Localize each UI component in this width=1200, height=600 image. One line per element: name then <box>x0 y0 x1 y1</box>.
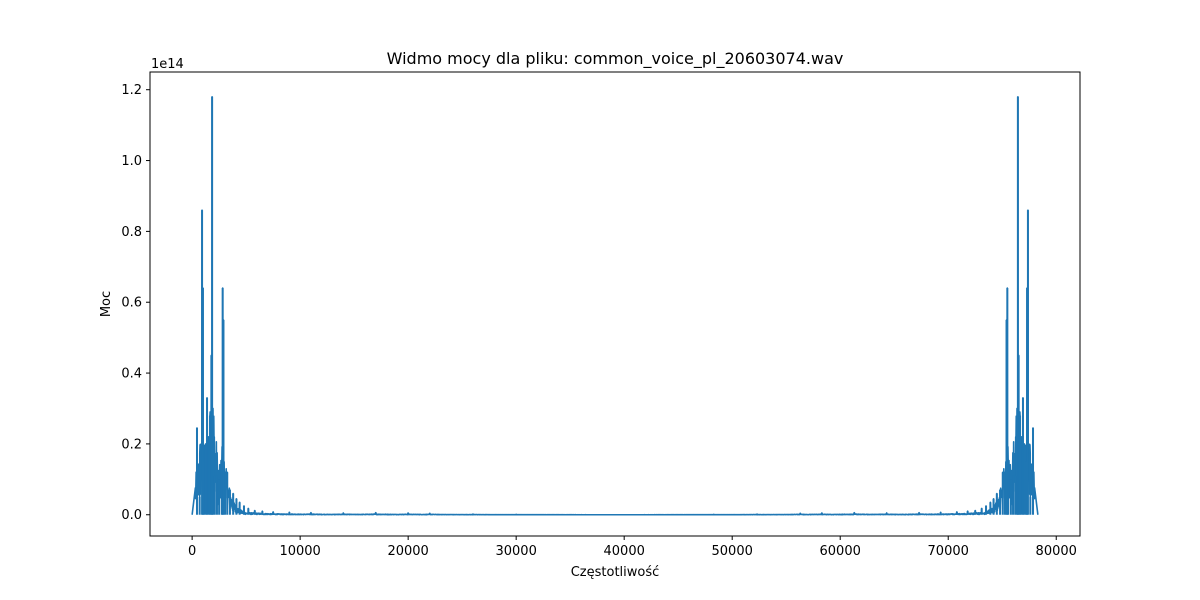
y-tick-label: 0.8 <box>121 225 142 240</box>
y-tick-label: 0.6 <box>121 296 142 311</box>
y-tick-label: 0.2 <box>121 437 142 452</box>
chart-title: Widmo mocy dla pliku: common_voice_pl_20… <box>387 49 844 69</box>
x-tick-label: 50000 <box>712 544 753 559</box>
x-tick-label: 10000 <box>279 544 320 559</box>
x-tick-label: 80000 <box>1036 544 1077 559</box>
y-tick-label: 0.4 <box>121 367 142 382</box>
x-tick-label: 70000 <box>928 544 969 559</box>
x-axis: 0 10000 20000 30000 40000 50000 60000 70000 8000… <box>188 536 1077 559</box>
x-tick-label: 20000 <box>387 544 428 559</box>
y-tick-label: 0.0 <box>121 508 142 523</box>
series-line-power <box>191 95 1039 516</box>
y-axis-label: Moc <box>99 291 114 317</box>
y-axis-offset-label: 1e14 <box>151 57 184 72</box>
plot-area: 0 10000 20000 30000 40000 50000 60000 70000 8000… <box>121 71 1081 559</box>
y-axis: 0.0 0.2 0.4 0.6 0.8 1.0 1.2 <box>121 83 150 523</box>
x-tick-label: 60000 <box>820 544 861 559</box>
y-tick-label: 1.2 <box>121 83 142 98</box>
x-tick-label: 30000 <box>495 544 536 559</box>
x-tick-label: 40000 <box>604 544 645 559</box>
x-tick-label: 0 <box>188 544 196 559</box>
series-power-spectrum <box>191 95 1039 516</box>
axes-frame <box>149 71 1081 537</box>
x-axis-label: Częstotliwość <box>571 565 660 580</box>
y-tick-label: 1.0 <box>121 154 142 169</box>
